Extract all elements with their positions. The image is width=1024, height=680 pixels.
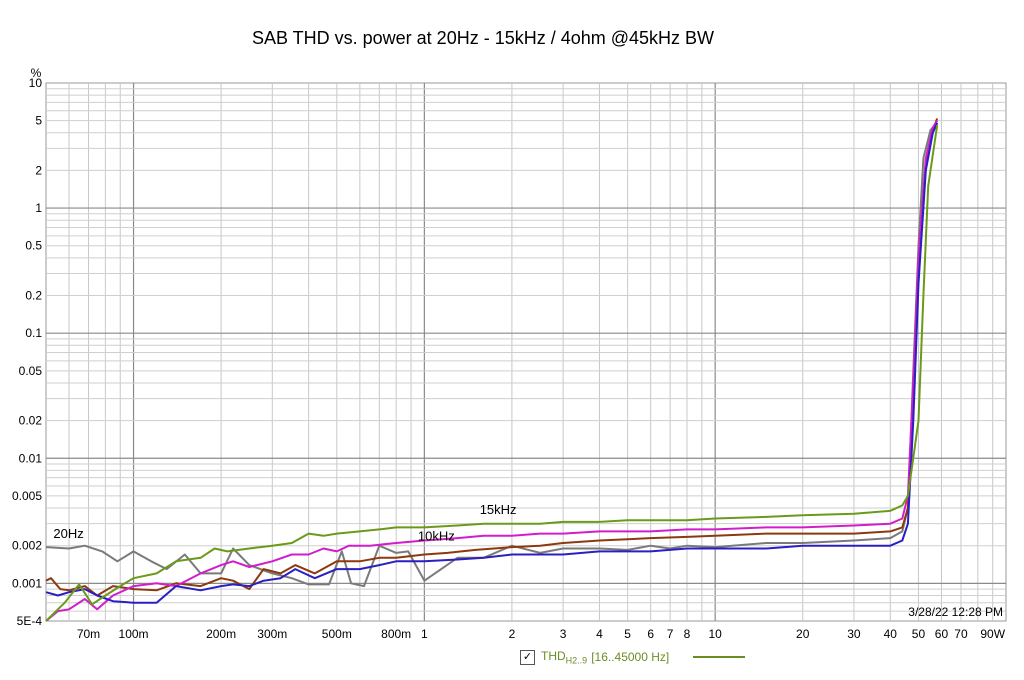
y-tick-label: 5 <box>35 114 42 128</box>
x-tick-label: 70m <box>77 627 100 641</box>
x-tick-label: 6 <box>647 627 654 641</box>
legend-checkbox[interactable]: ✓ <box>520 649 535 665</box>
annotations: 20Hz 15kHz 10kHz <box>53 502 516 544</box>
x-tick-label: 2 <box>509 627 516 641</box>
legend-label: THDH2..9 <box>541 648 588 666</box>
x-tick-label: 1 <box>421 627 428 641</box>
series-annotation: 15kHz <box>480 502 517 517</box>
series-line <box>45 125 939 622</box>
y-tick-label: 0.01 <box>19 451 43 465</box>
series-line <box>45 118 939 597</box>
x-tick-label: 3 <box>560 627 567 641</box>
x-tick-label: 50 <box>912 627 926 641</box>
x-tick-label: 300m <box>257 627 287 641</box>
y-tick-label: 0.1 <box>25 326 42 340</box>
legend-range: [16..45000 Hz] <box>591 650 670 664</box>
x-tick-label: 10 <box>709 627 723 641</box>
y-tick-label: 0.002 <box>12 539 42 553</box>
y-tick-label: 0.2 <box>25 289 42 303</box>
x-tick-label: 100m <box>119 627 149 641</box>
y-axis-label: % <box>31 66 42 80</box>
x-tick-label: 8 <box>684 627 691 641</box>
y-tick-label: 10 <box>29 76 43 90</box>
series-line <box>45 120 939 622</box>
series-annotation: 20Hz <box>53 526 83 541</box>
x-tick-label: 4 <box>596 627 603 641</box>
legend-line-swatch <box>693 656 746 658</box>
plot-area <box>45 82 1007 622</box>
x-axis: 70m 100m 200m 300m 500m 800m 1 2 3 4 5 6 7 8 10 20 30 40 5… <box>77 627 1006 641</box>
y-tick-label: 0.05 <box>19 364 43 378</box>
series-line <box>45 122 939 604</box>
x-tick-label: 5 <box>624 627 631 641</box>
x-tick-label: 70 <box>954 627 968 641</box>
timestamp: 3/28/22 12:28 PM <box>908 605 1003 619</box>
x-tick-label: 800m <box>381 627 411 641</box>
y-tick-label: 0.02 <box>19 414 43 428</box>
x-tick-label: 60 <box>935 627 949 641</box>
x-tick-label: 200m <box>206 627 236 641</box>
y-tick-label: 0.001 <box>12 576 42 590</box>
x-tick-label: 90W <box>980 627 1005 641</box>
y-tick-label: 2 <box>35 163 42 177</box>
x-tick-label: 7 <box>667 627 674 641</box>
chart-title: SAB THD vs. power at 20Hz - 15kHz / 4ohm… <box>251 28 715 48</box>
y-tick-label: 1 <box>35 201 42 215</box>
x-tick-label: 20 <box>796 627 810 641</box>
y-axis: 10 5 2 1 0.5 0.2 0.1 0.05 0.02 0.01 0.005 0.002 0.00… <box>12 76 42 628</box>
y-tick-label: 5E-4 <box>17 614 43 628</box>
series-annotation: 10kHz <box>418 529 455 544</box>
x-tick-label: 30 <box>847 627 861 641</box>
x-tick-label: 40 <box>884 627 898 641</box>
legend: ✓ THDH2..9 [16..45000 Hz] <box>520 648 746 666</box>
y-tick-label: 0.5 <box>25 239 42 253</box>
series-group <box>45 118 939 622</box>
x-tick-label: 500m <box>322 627 352 641</box>
y-tick-label: 0.005 <box>12 489 42 503</box>
